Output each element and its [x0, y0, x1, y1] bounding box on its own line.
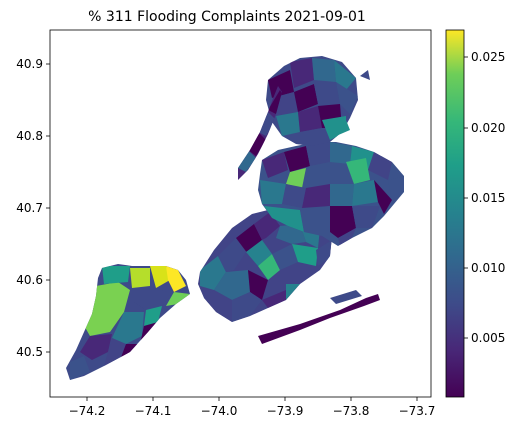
colorbar-tick-label: 0.020	[471, 121, 505, 135]
y-axis: 40.5 40.6 40.7 40.8 40.9	[16, 57, 50, 359]
x-tick-label: −74.0	[201, 404, 238, 418]
colorbar-gradient	[446, 30, 464, 397]
colorbar-tick-label: 0.010	[471, 261, 505, 275]
colorbar-tick-label: 0.015	[471, 191, 505, 205]
x-tick-label: −74.2	[69, 404, 106, 418]
y-tick-label: 40.5	[16, 345, 43, 359]
colorbar: 0.005 0.010 0.015 0.020 0.025	[446, 30, 505, 397]
colorbar-tick-label: 0.005	[471, 331, 505, 345]
y-tick-label: 40.7	[16, 201, 43, 215]
y-tick-label: 40.9	[16, 57, 43, 71]
y-tick-label: 40.6	[16, 273, 43, 287]
colorbar-tick-label: 0.025	[471, 50, 505, 64]
x-tick-label: −73.8	[333, 404, 370, 418]
x-axis: −74.2 −74.1 −74.0 −73.9 −73.8 −73.7	[69, 397, 436, 418]
chart-title: % 311 Flooding Complaints 2021-09-01	[88, 9, 366, 25]
y-tick-label: 40.8	[16, 129, 43, 143]
x-tick-label: −74.1	[135, 404, 172, 418]
x-tick-label: −73.7	[399, 404, 436, 418]
x-tick-label: −73.9	[267, 404, 304, 418]
